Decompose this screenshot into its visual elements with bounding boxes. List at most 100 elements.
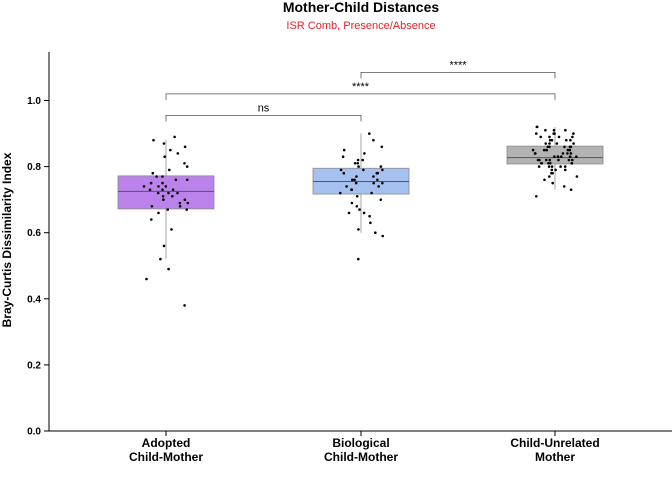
- data-point: [569, 138, 572, 142]
- x-tick-label: Adopted: [142, 436, 191, 450]
- data-point: [544, 142, 547, 145]
- data-point: [159, 257, 162, 261]
- data-point: [552, 128, 556, 132]
- data-point: [550, 138, 554, 142]
- data-point: [575, 175, 579, 178]
- data-point: [554, 168, 557, 172]
- data-point: [178, 205, 182, 208]
- data-point: [372, 138, 375, 142]
- box-1: [117, 175, 215, 210]
- data-point: [569, 188, 573, 191]
- data-point: [342, 171, 346, 175]
- data-point: [368, 214, 371, 218]
- data-point: [381, 168, 384, 172]
- data-point: [351, 178, 354, 182]
- data-point: [361, 158, 365, 162]
- data-point: [368, 132, 371, 135]
- data-point: [376, 171, 380, 175]
- data-point: [176, 191, 179, 195]
- data-point: [566, 148, 570, 152]
- data-point: [150, 205, 154, 208]
- data-point: [370, 191, 373, 195]
- data-point: [369, 221, 372, 225]
- data-point: [339, 168, 343, 172]
- data-point: [572, 142, 575, 145]
- data-point: [569, 152, 573, 155]
- data-point: [347, 211, 351, 215]
- data-point: [345, 185, 348, 188]
- data-point: [183, 162, 186, 165]
- data-point: [156, 191, 160, 195]
- data-point: [355, 205, 359, 208]
- data-point: [342, 148, 346, 152]
- data-point: [183, 304, 186, 307]
- data-point: [151, 171, 155, 175]
- data-point: [561, 152, 565, 155]
- data-point: [572, 132, 575, 135]
- data-point: [162, 142, 166, 145]
- data-point: [162, 198, 165, 201]
- data-point: [566, 152, 569, 155]
- data-point: [555, 142, 559, 145]
- data-point: [544, 128, 547, 132]
- data-point: [174, 178, 178, 182]
- data-point: [547, 165, 551, 168]
- x-tick-label: Biological: [332, 436, 389, 450]
- data-point: [157, 185, 160, 188]
- chart-subtitle: ISR Comb, Presence/Absence: [286, 20, 435, 32]
- data-point: [354, 181, 358, 185]
- data-point: [372, 175, 375, 178]
- data-point: [550, 171, 553, 175]
- data-point: [535, 125, 539, 129]
- data-point: [355, 195, 359, 198]
- data-point: [173, 135, 176, 139]
- data-point: [164, 185, 168, 188]
- data-point: [186, 178, 189, 182]
- data-point: [548, 142, 551, 145]
- data-point: [547, 162, 550, 165]
- data-point: [155, 175, 158, 178]
- data-point: [170, 228, 173, 231]
- data-point: [355, 175, 358, 178]
- data-point: [167, 191, 170, 195]
- data-point: [178, 201, 182, 205]
- data-point: [567, 158, 571, 162]
- data-point: [563, 145, 566, 149]
- data-point: [531, 148, 535, 152]
- data-point: [142, 185, 146, 188]
- data-point: [543, 178, 546, 182]
- x-tick-label: Child-Unrelated: [510, 436, 599, 450]
- data-point: [559, 165, 562, 168]
- data-point: [545, 148, 548, 152]
- data-point: [358, 208, 361, 211]
- data-point: [381, 234, 385, 238]
- data-point: [557, 158, 560, 162]
- x-tick-label: Child-Mother: [324, 450, 398, 464]
- significance-label: ****: [352, 81, 370, 93]
- data-point: [381, 181, 384, 185]
- data-point: [379, 198, 383, 201]
- data-point: [380, 145, 384, 149]
- data-point: [350, 201, 354, 205]
- data-point: [357, 257, 360, 261]
- data-point: [539, 135, 542, 139]
- data-point: [564, 168, 567, 172]
- data-point: [161, 195, 165, 198]
- data-point: [548, 175, 551, 178]
- data-point: [548, 158, 552, 162]
- chart-title: Mother-Child Distances: [283, 0, 440, 15]
- y-tick-label: 0.4: [27, 294, 41, 305]
- significance-label: ****: [449, 59, 467, 71]
- data-point: [185, 165, 189, 168]
- data-point: [549, 162, 552, 165]
- data-point: [376, 178, 379, 182]
- data-point: [535, 132, 538, 135]
- y-tick-label: 0.6: [27, 228, 41, 239]
- data-point: [542, 148, 546, 152]
- data-point: [377, 185, 380, 188]
- data-point: [546, 145, 550, 149]
- data-point: [374, 231, 377, 234]
- box-3: [506, 145, 604, 165]
- data-point: [363, 152, 366, 155]
- data-point: [152, 138, 155, 142]
